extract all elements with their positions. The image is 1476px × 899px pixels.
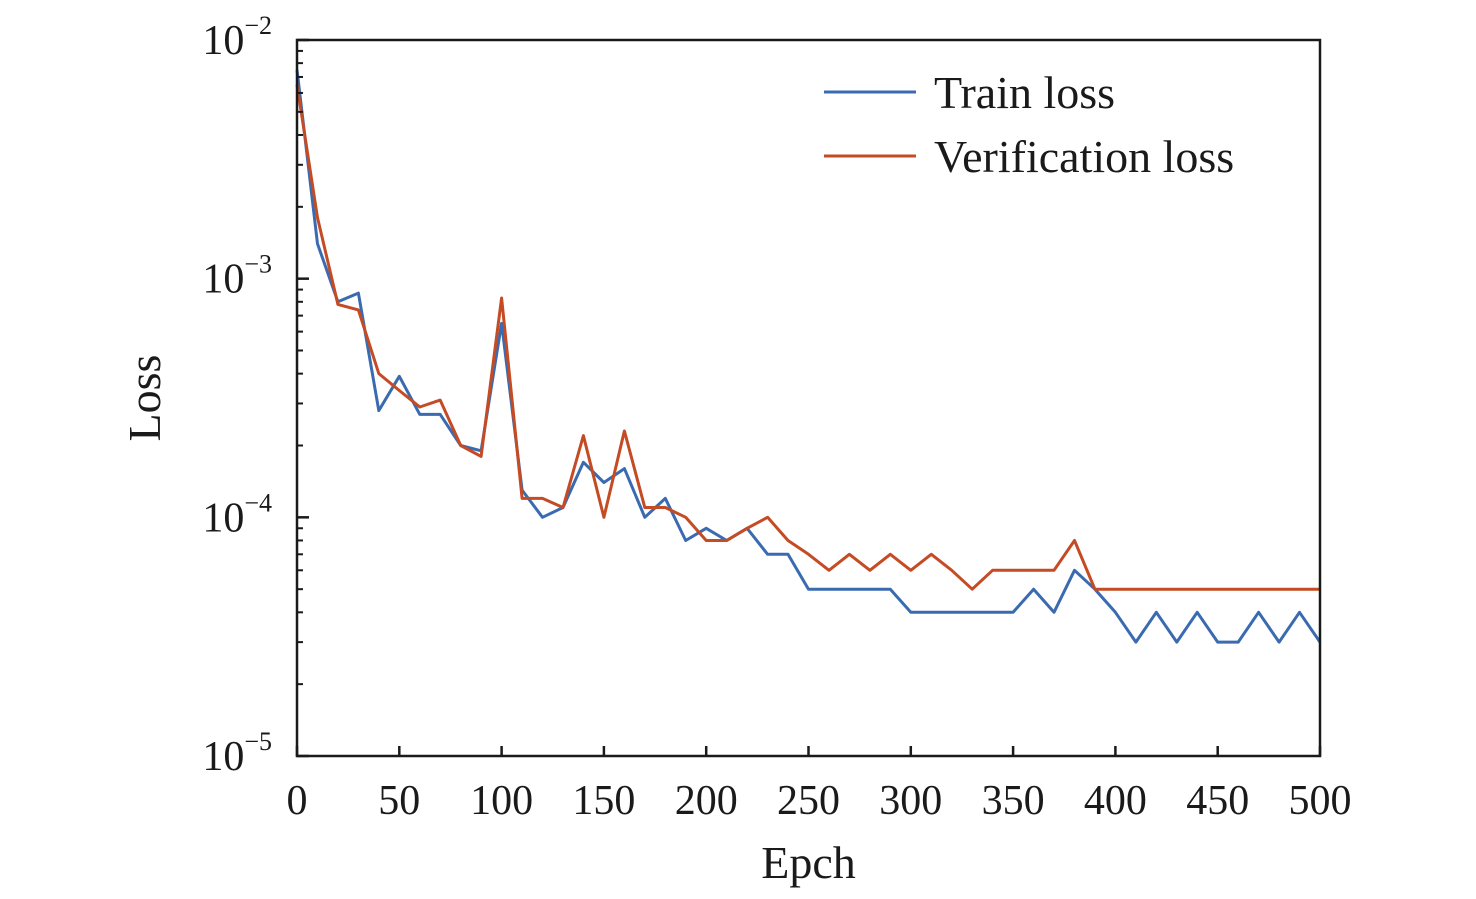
y-tick-exponent: −5 (244, 727, 272, 756)
series-line-2 (295, 84, 1320, 591)
x-axis: 0 50 100 150 200 250 300 350 400 450 500 (287, 746, 1352, 824)
y-axis: 10−510−410−310−2 (202, 11, 309, 780)
y-axis-label: Loss (119, 355, 170, 442)
y-tick-exponent: −3 (244, 250, 272, 279)
x-tick-label: 200 (675, 778, 738, 824)
x-tick-label: 0 (287, 778, 308, 824)
y-tick-base: 10 (202, 257, 244, 303)
legend-label: Train loss (934, 67, 1115, 118)
y-tick-base: 10 (202, 495, 244, 541)
y-tick-label: 10−3 (202, 250, 272, 303)
x-tick-label: 150 (572, 778, 635, 824)
y-tick-exponent: −2 (244, 11, 272, 40)
legend-label: Verification loss (934, 131, 1234, 182)
y-tick-exponent: −4 (244, 488, 272, 517)
x-tick-label: 250 (777, 778, 840, 824)
x-tick-label: 450 (1186, 778, 1249, 824)
y-tick-label: 10−2 (202, 11, 272, 64)
x-axis-label: Epch (761, 837, 856, 888)
x-tick-label: 400 (1084, 778, 1147, 824)
y-tick-label: 10−4 (202, 488, 272, 541)
x-tick-label: 50 (378, 778, 420, 824)
y-tick-base: 10 (202, 18, 244, 64)
y-tick-base: 10 (202, 734, 244, 780)
series-line-1 (295, 69, 1322, 644)
y-tick-label: 10−5 (202, 727, 272, 780)
x-tick-label: 100 (470, 778, 533, 824)
legend: Train loss Verification loss (824, 67, 1234, 182)
x-tick-label: 350 (982, 778, 1045, 824)
x-tick-label: 300 (879, 778, 942, 824)
x-tick-label: 500 (1289, 778, 1352, 824)
series-layer (295, 69, 1322, 644)
